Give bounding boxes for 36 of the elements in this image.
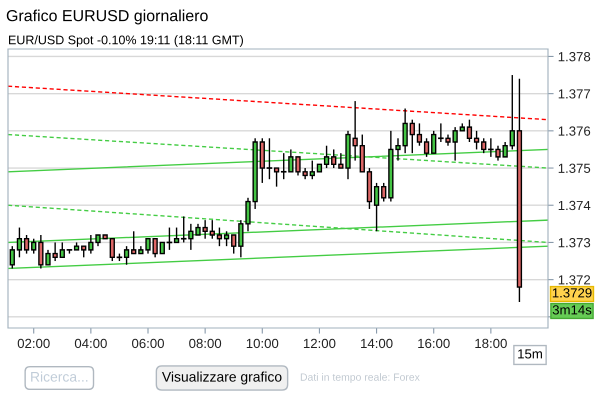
candlestick bbox=[45, 249, 51, 266]
candlestick bbox=[295, 156, 301, 176]
x-tick-label: 16:00 bbox=[418, 338, 450, 348]
y-tick-label: 1.372 bbox=[558, 275, 590, 285]
chart-title: Grafico EURUSD giornaliero bbox=[6, 10, 208, 24]
candlestick bbox=[195, 223, 201, 236]
x-tick-label: 06:00 bbox=[132, 338, 164, 348]
candlestick bbox=[495, 145, 501, 162]
candlestick bbox=[466, 118, 472, 143]
candlestick bbox=[274, 167, 280, 188]
x-tick-label: 14:00 bbox=[361, 338, 393, 348]
candlestick bbox=[416, 122, 422, 146]
candlestick bbox=[424, 138, 430, 158]
y-tick-label: 1.375 bbox=[558, 164, 590, 173]
x-tick-label: 18:00 bbox=[475, 338, 507, 348]
x-tick-label: 02:00 bbox=[18, 338, 50, 348]
text: Visualizzare grafico bbox=[162, 372, 282, 384]
candlestick bbox=[474, 130, 480, 150]
text: 1.3729 bbox=[552, 288, 592, 298]
text: Dati in tempo reale: Forex bbox=[300, 373, 420, 383]
y-tick-label: 1.373 bbox=[558, 238, 590, 248]
x-tick-label: 12:00 bbox=[304, 338, 336, 348]
y-tick-label: 1.377 bbox=[558, 89, 590, 99]
candlestick bbox=[445, 134, 451, 146]
y-tick-label: 1.378 bbox=[558, 52, 590, 62]
candlestick bbox=[24, 234, 30, 254]
y-tick-label: 1.374 bbox=[558, 200, 590, 210]
text: 3m14s bbox=[552, 305, 592, 315]
y-tick-label: 1.376 bbox=[558, 126, 590, 136]
x-tick-label: 10:00 bbox=[246, 338, 278, 348]
x-tick-label: 04:00 bbox=[74, 338, 107, 348]
text: 15m bbox=[518, 349, 542, 359]
candlestick bbox=[216, 226, 222, 247]
chart-subtitle: EUR/USD Spot -0.10% 19:11 (18:11 GMT) bbox=[9, 35, 243, 47]
text: Ricerca... bbox=[31, 372, 88, 382]
x-tick-label: 08:00 bbox=[189, 338, 222, 348]
